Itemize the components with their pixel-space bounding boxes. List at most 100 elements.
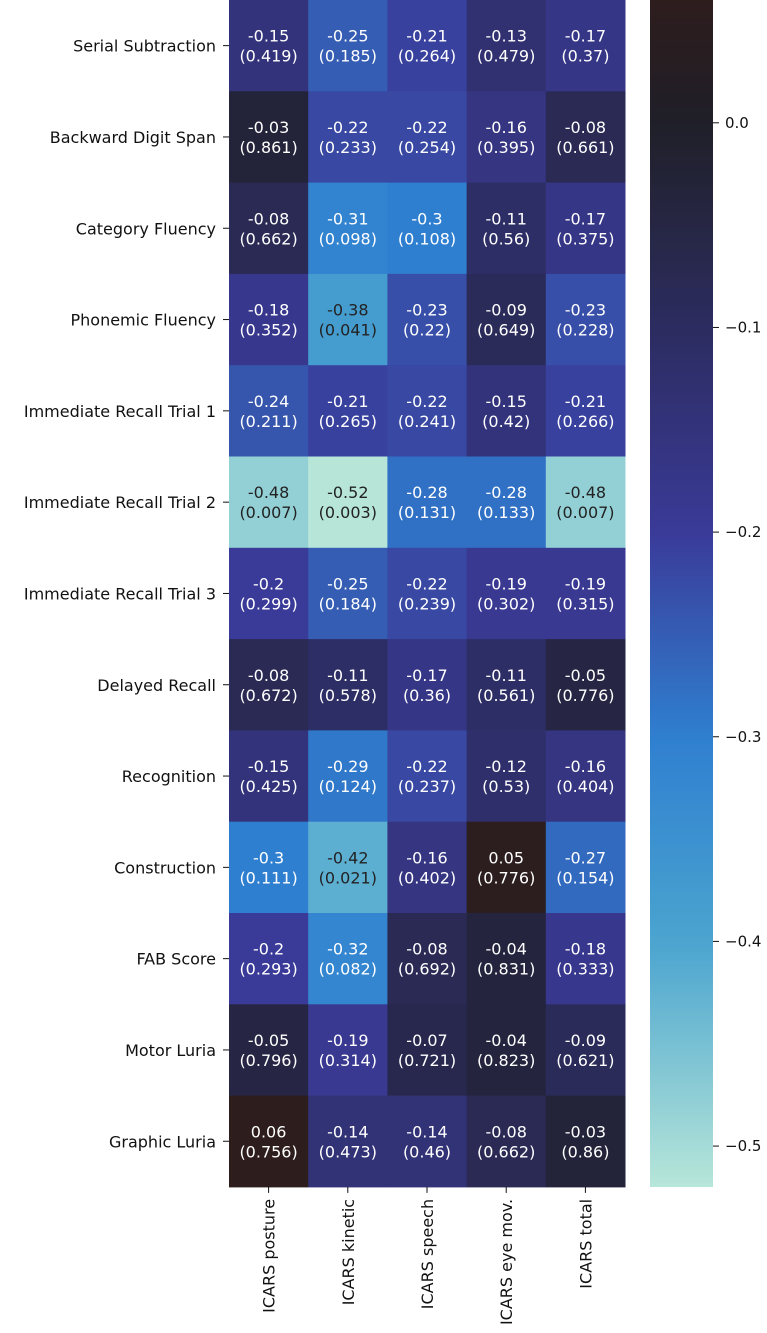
cell-p-value-label: (0.333): [556, 960, 614, 979]
cell-value-label: -0.15: [248, 757, 289, 776]
cell-p-value-label: (0.254): [398, 138, 456, 157]
cell-value-label: -0.28: [485, 483, 526, 502]
cell-value-label: -0.32: [327, 940, 368, 959]
cell-p-value-label: (0.299): [239, 594, 297, 613]
cell-value-label: -0.23: [565, 301, 606, 320]
cell-p-value-label: (0.314): [319, 1051, 377, 1070]
cell-p-value-label: (0.404): [556, 777, 614, 796]
heatmap-cell: [545, 639, 626, 731]
y-tick-label: Category Fluency: [76, 219, 216, 238]
heatmap-cell: [387, 821, 468, 914]
cell-p-value-label: (0.302): [477, 594, 535, 613]
cell-p-value-label: (0.861): [239, 138, 297, 157]
heatmap-cell: [545, 821, 626, 914]
cell-p-value-label: (0.041): [319, 321, 377, 340]
cell-value-label: -0.08: [565, 118, 606, 137]
cell-value-label: -0.3: [253, 848, 284, 867]
y-tick-label: Motor Luria: [125, 1041, 216, 1060]
cell-value-label: -0.2: [253, 574, 284, 593]
cell-value-label: -0.31: [327, 209, 368, 228]
cell-p-value-label: (0.237): [398, 777, 456, 796]
cell-value-label: -0.11: [327, 666, 368, 685]
heatmap-cell: [387, 547, 468, 640]
cell-p-value-label: (0.007): [556, 503, 614, 522]
cell-value-label: -0.22: [406, 118, 447, 137]
heatmap-cell: [466, 913, 547, 1005]
cell-p-value-label: (0.22): [403, 321, 451, 340]
heatmap-cell: [387, 456, 468, 549]
cell-p-value-label: (0.56): [482, 229, 530, 248]
heatmap-cell: [545, 1004, 626, 1097]
cell-p-value-label: (0.776): [477, 868, 535, 887]
cell-value-label: -0.38: [327, 301, 368, 320]
cell-value-label: -0.03: [565, 1122, 606, 1141]
y-tick-label: Delayed Recall: [97, 676, 216, 695]
cell-value-label: -0.2: [253, 940, 284, 959]
heatmap-cell: [466, 273, 547, 366]
cell-p-value-label: (0.239): [398, 594, 456, 613]
y-tick-label: Graphic Luria: [109, 1132, 216, 1151]
cell-p-value-label: (0.154): [556, 868, 614, 887]
cell-value-label: -0.17: [565, 27, 606, 46]
cell-value-label: -0.23: [406, 301, 447, 320]
cell-value-label: -0.21: [565, 392, 606, 411]
colorbar-scale: [650, 0, 713, 1187]
cell-value-label: -0.22: [406, 757, 447, 776]
heatmap-cell: [229, 730, 309, 823]
cell-value-label: -0.19: [485, 574, 526, 593]
cell-value-label: -0.25: [327, 574, 368, 593]
heatmap-cell: [545, 182, 626, 275]
heatmap-cell: [308, 821, 388, 914]
cell-p-value-label: (0.42): [482, 412, 530, 431]
y-tick-label: FAB Score: [136, 950, 216, 969]
cell-value-label: -0.12: [485, 757, 526, 776]
cell-value-label: -0.52: [327, 483, 368, 502]
colorbar-tick-label: −0.2: [725, 523, 761, 541]
cell-p-value-label: (0.561): [477, 686, 535, 705]
heatmap-cell: [308, 913, 388, 1005]
colorbar-tick-label: 0.0: [725, 114, 749, 132]
heatmap-cell: [229, 547, 309, 640]
heatmap-cell: [229, 91, 309, 184]
cell-p-value-label: (0.003): [319, 503, 377, 522]
y-tick-label: Serial Subtraction: [73, 37, 216, 56]
cell-p-value-label: (0.241): [398, 412, 456, 431]
cell-p-value-label: (0.111): [239, 868, 297, 887]
heatmap-cell: [545, 365, 626, 457]
cell-p-value-label: (0.756): [239, 1142, 297, 1161]
cell-p-value-label: (0.021): [319, 868, 377, 887]
heatmap-cell: [545, 547, 626, 640]
cell-p-value-label: (0.266): [556, 412, 614, 431]
heatmap-cell: [308, 182, 388, 275]
cell-p-value-label: (0.264): [398, 47, 456, 66]
cell-value-label: -0.05: [248, 1031, 289, 1050]
heatmap-cell: [466, 182, 547, 275]
cell-p-value-label: (0.649): [477, 321, 535, 340]
heatmap-cell: [229, 273, 309, 366]
heatmap-cell: [466, 547, 547, 640]
cell-p-value-label: (0.419): [239, 47, 297, 66]
colorbar: 0.0 −0.1 −0.2 −0.3 −0.4 −0.5: [650, 0, 761, 1187]
cell-p-value-label: (0.185): [319, 47, 377, 66]
y-tick-label: Recognition: [122, 767, 216, 786]
cell-value-label: -0.19: [327, 1031, 368, 1050]
cell-value-label: 0.05: [488, 848, 524, 867]
heatmap-cell: [308, 365, 388, 457]
cell-p-value-label: (0.36): [403, 686, 451, 705]
y-tick-label: Immediate Recall Trial 3: [24, 584, 216, 603]
cell-p-value-label: (0.211): [239, 412, 297, 431]
heatmap-cell: [545, 913, 626, 1005]
y-tick-label: Immediate Recall Trial 2: [24, 493, 216, 512]
cell-value-label: -0.22: [327, 118, 368, 137]
cell-p-value-label: (0.46): [403, 1142, 451, 1161]
cell-p-value-label: (0.425): [239, 777, 297, 796]
cell-value-label: -0.21: [327, 392, 368, 411]
cell-value-label: -0.03: [248, 118, 289, 137]
cell-value-label: -0.48: [565, 483, 606, 502]
cell-value-label: -0.21: [406, 27, 447, 46]
heatmap-cell: [229, 1004, 309, 1097]
heatmap-cell: [545, 0, 626, 92]
cell-p-value-label: (0.133): [477, 503, 535, 522]
heatmap-cell: [308, 730, 388, 823]
